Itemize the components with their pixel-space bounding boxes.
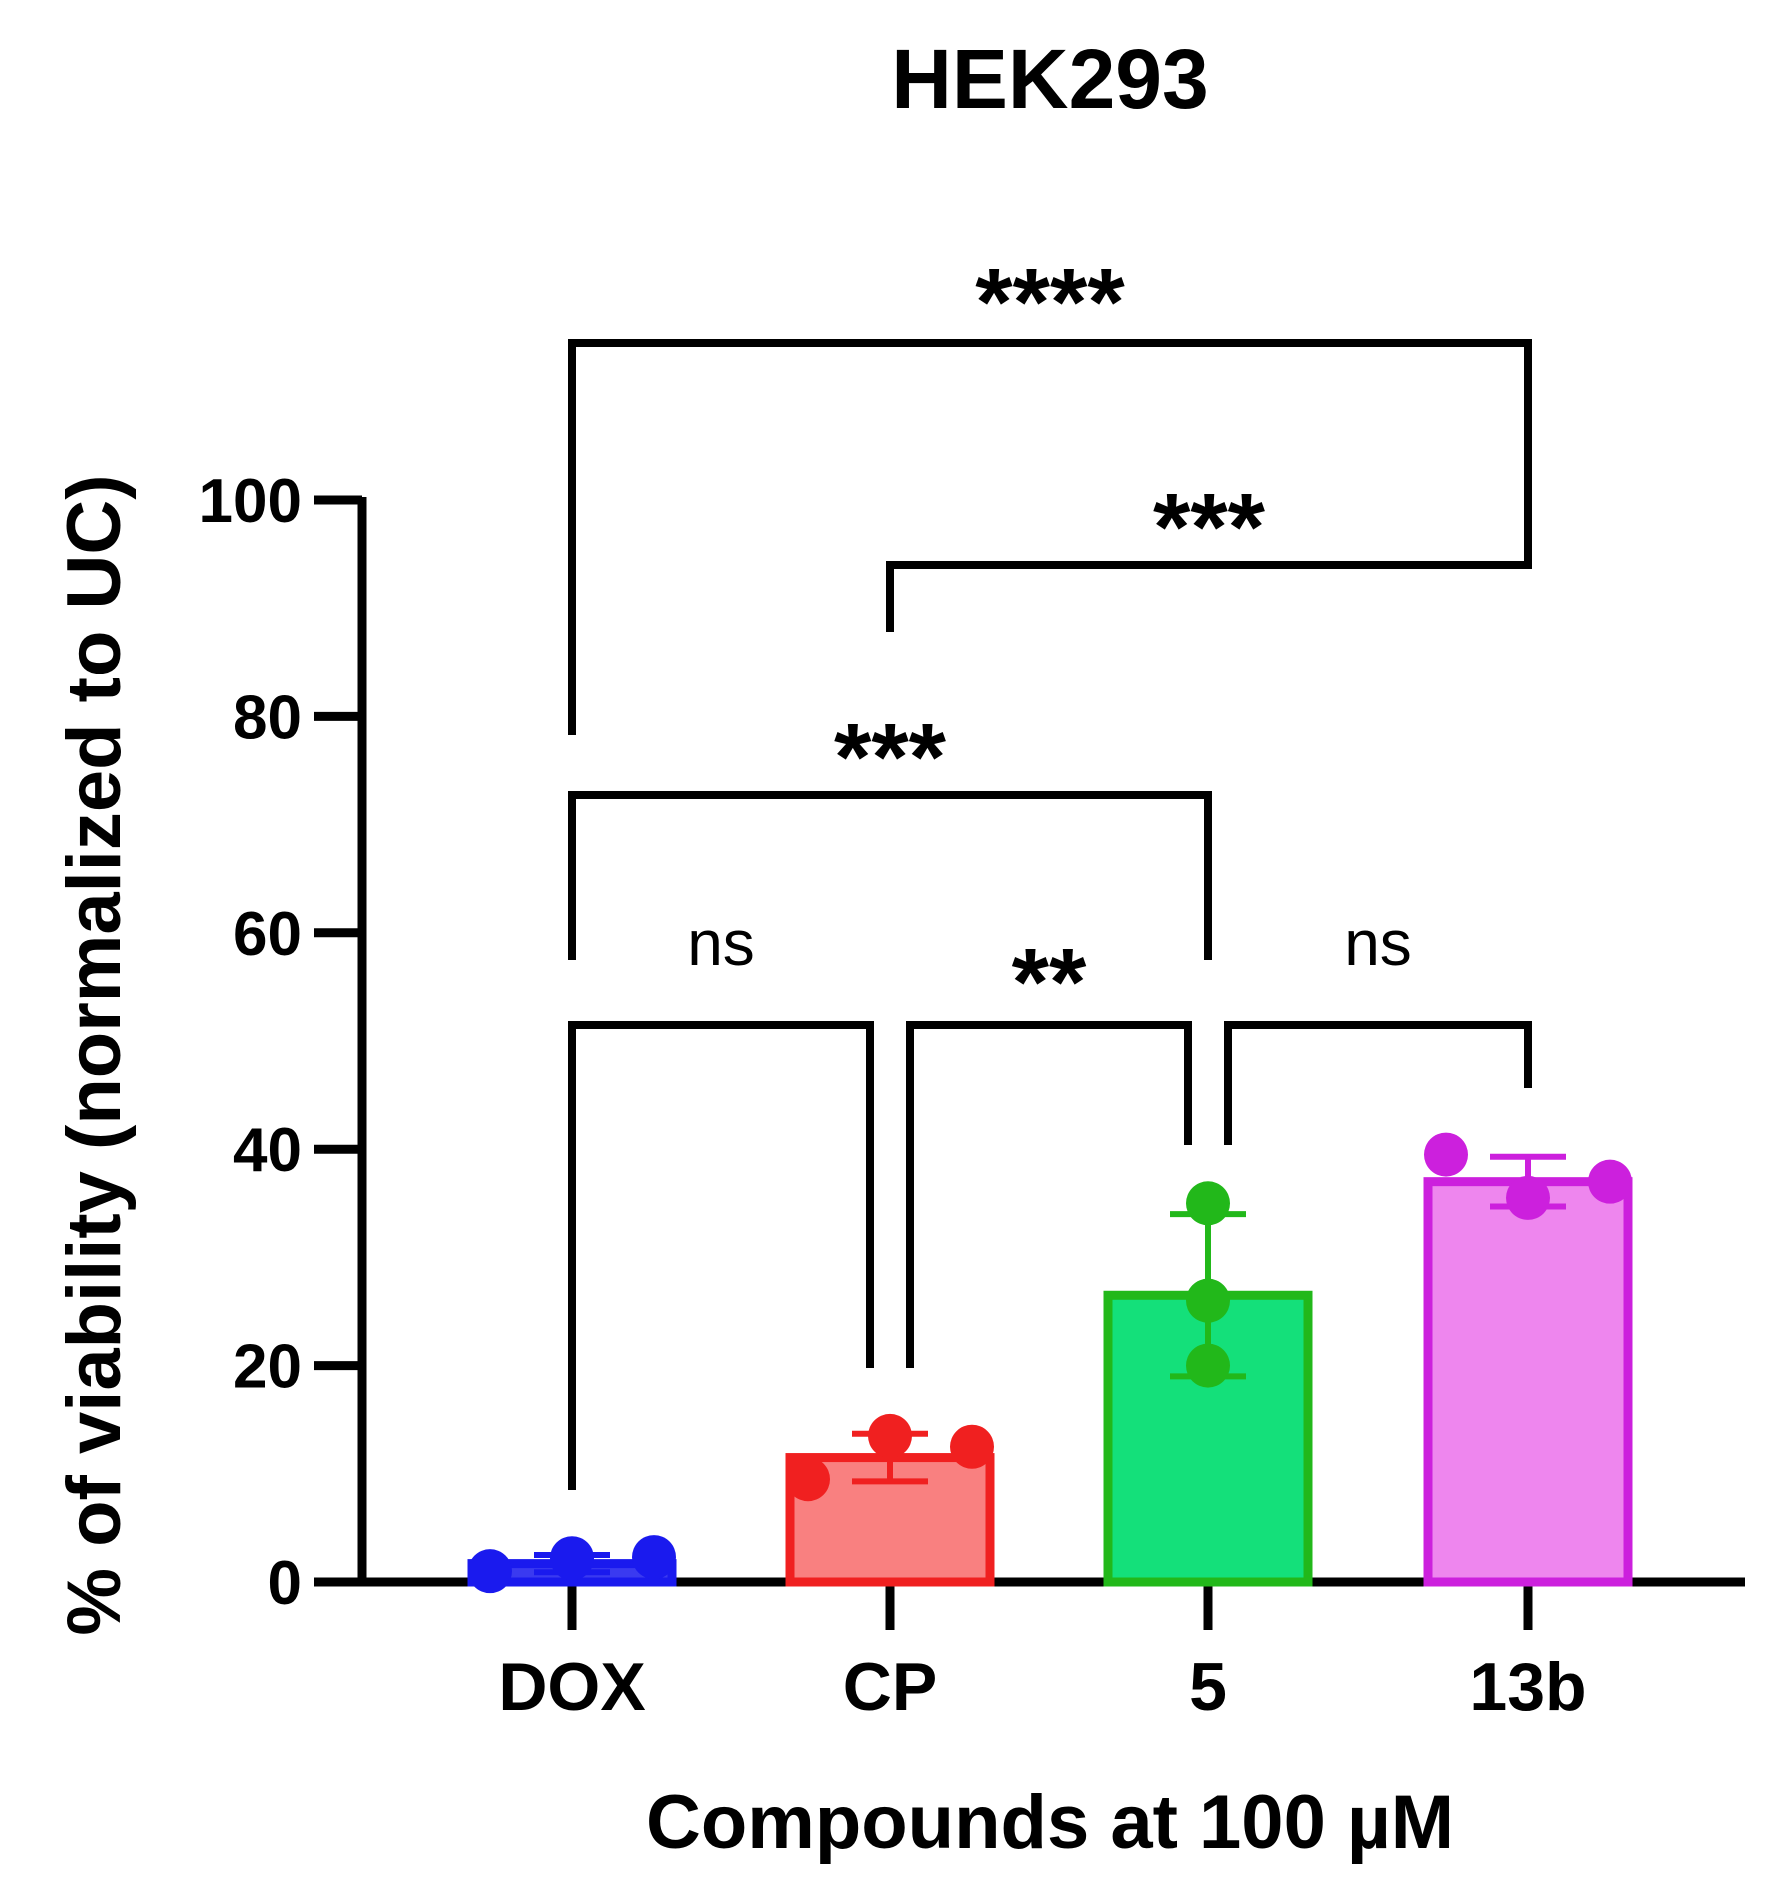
significance-label: ns xyxy=(687,907,755,979)
x-tick-label: CP xyxy=(843,1649,937,1725)
y-tick-label: 80 xyxy=(233,683,302,752)
data-point xyxy=(1186,1343,1230,1388)
significance-bracket xyxy=(568,339,1532,735)
significance-bracket xyxy=(886,500,1532,632)
significance-label: ns xyxy=(1344,907,1412,979)
significance-bracket xyxy=(568,791,1212,960)
x-tick-label: DOX xyxy=(498,1649,645,1725)
data-point xyxy=(1588,1159,1632,1204)
y-axis-title: % of viability (normalized to UC) xyxy=(52,474,137,1635)
data-point xyxy=(786,1457,830,1502)
y-tick-label: 60 xyxy=(233,900,302,969)
data-point xyxy=(550,1536,594,1581)
significance-label: **** xyxy=(975,249,1125,356)
data-point xyxy=(1424,1132,1468,1177)
significance-label: *** xyxy=(1153,474,1266,581)
data-point xyxy=(1186,1181,1230,1226)
y-tick-label: 20 xyxy=(233,1333,302,1402)
data-point xyxy=(468,1549,512,1594)
data-point xyxy=(1186,1278,1230,1323)
significance-label: *** xyxy=(834,704,947,811)
data-point xyxy=(868,1413,912,1458)
x-tick-label: 13b xyxy=(1469,1649,1586,1725)
data-point xyxy=(950,1424,994,1469)
significance-bracket xyxy=(568,1021,874,1490)
y-tick-label: 0 xyxy=(268,1549,302,1618)
data-point xyxy=(1506,1175,1550,1220)
x-tick-label: 5 xyxy=(1189,1649,1227,1725)
significance-label: ** xyxy=(1012,929,1087,1036)
significance-bracket xyxy=(1224,1021,1532,1145)
data-point xyxy=(632,1535,676,1580)
chart-title: HEK293 xyxy=(891,32,1209,126)
bar xyxy=(1423,1177,1633,1587)
y-tick-label: 40 xyxy=(233,1116,302,1185)
x-axis-title: Compounds at 100 µM xyxy=(646,1780,1454,1865)
significance-bracket xyxy=(906,1021,1192,1368)
y-tick-label: 100 xyxy=(199,467,302,536)
